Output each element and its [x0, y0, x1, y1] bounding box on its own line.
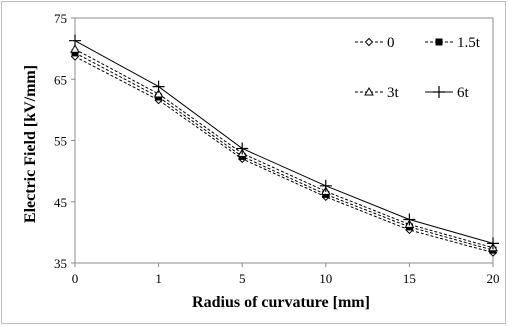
data-point-3t	[153, 88, 164, 98]
legend-marker	[364, 37, 374, 47]
plot-area	[74, 17, 494, 264]
x-tick-label: 5	[239, 271, 246, 286]
series-6t	[69, 34, 499, 250]
x-axis-ticks: 0 1 5 10 15 20	[72, 263, 500, 286]
series-line-3t	[74, 48, 494, 249]
data-point-6t	[152, 80, 165, 93]
series-1.5t	[71, 49, 497, 254]
x-tick-label: 0	[72, 271, 79, 286]
series-line-0	[74, 56, 494, 254]
legend-item-0: 0	[355, 35, 395, 51]
legend-item-3t: 3t	[355, 85, 400, 101]
legend-marker	[435, 38, 443, 46]
legend-item-6t: 6t	[425, 85, 470, 101]
legend-item-1.5t: 1.5t	[425, 35, 481, 51]
series-0	[70, 52, 498, 257]
y-axis-ticks: 35 45 55 65 75	[54, 11, 75, 271]
x-tick-label: 20	[487, 271, 500, 286]
y-tick-label: 55	[54, 134, 67, 149]
y-tick-label: 35	[54, 256, 67, 271]
x-tick-label: 1	[155, 271, 162, 286]
data-point-6t	[487, 237, 499, 250]
data-point-6t	[319, 179, 332, 192]
x-tick-label: 15	[403, 271, 416, 286]
legend: 0 1.5t 3t 6t	[355, 35, 481, 101]
y-tick-label: 65	[54, 72, 67, 87]
y-tick-label: 45	[54, 195, 67, 210]
series-line-6t	[74, 40, 494, 244]
legend-label: 3t	[387, 85, 400, 101]
data-point-1.5t	[71, 49, 79, 57]
data-point-6t	[403, 213, 416, 226]
series-layer	[69, 34, 499, 257]
series-line-1.5t	[74, 52, 494, 251]
x-tick-label: 10	[319, 271, 332, 286]
data-point-3t	[70, 44, 80, 53]
data-point-6t	[236, 142, 249, 155]
x-axis-title: Radius of curvature [mm]	[192, 294, 370, 311]
legend-label: 1.5t	[457, 35, 481, 51]
series-3t	[70, 44, 498, 252]
data-point-6t	[69, 34, 81, 47]
legend-label: 0	[387, 35, 395, 51]
legend-marker	[433, 86, 445, 98]
plot-border	[74, 17, 494, 264]
y-tick-label: 75	[54, 11, 67, 26]
legend-label: 6t	[457, 85, 470, 101]
legend-marker	[364, 86, 374, 96]
y-axis-title: Electric Field [kV/mm]	[22, 65, 39, 223]
